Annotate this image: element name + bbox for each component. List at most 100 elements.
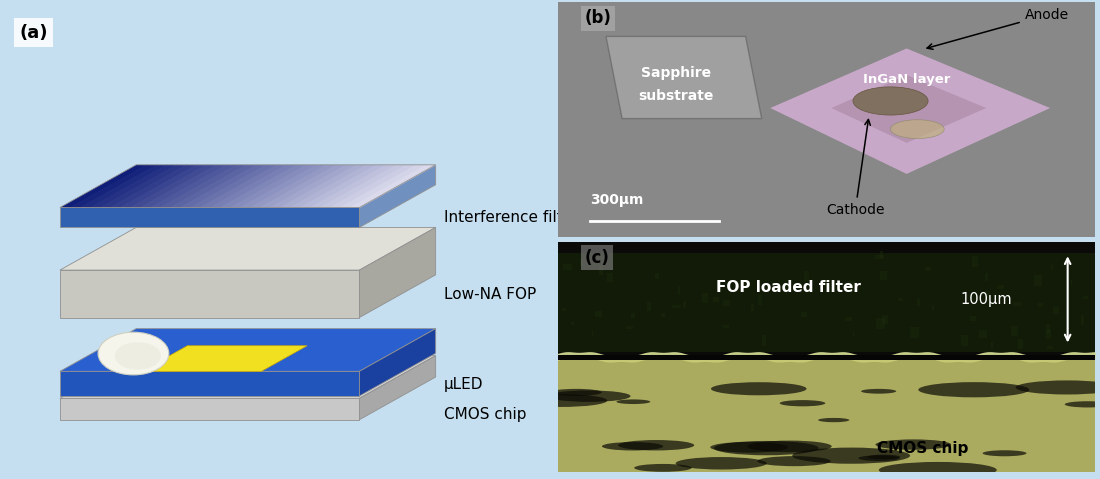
Ellipse shape (1015, 380, 1100, 395)
Ellipse shape (114, 342, 161, 370)
Polygon shape (59, 371, 360, 396)
Bar (874, 255, 883, 259)
Bar (880, 271, 888, 280)
Bar (1013, 302, 1021, 306)
Bar (1018, 339, 1023, 349)
Bar (558, 253, 1094, 352)
Bar (979, 330, 987, 338)
Bar (631, 313, 635, 318)
Ellipse shape (858, 456, 900, 461)
Polygon shape (59, 228, 436, 270)
Polygon shape (70, 165, 157, 207)
Bar (910, 327, 918, 338)
Bar (971, 256, 978, 267)
Bar (804, 271, 808, 281)
Ellipse shape (891, 120, 944, 138)
Polygon shape (769, 48, 1052, 174)
Ellipse shape (514, 394, 607, 407)
Polygon shape (360, 228, 436, 318)
Bar (876, 318, 884, 329)
Polygon shape (289, 165, 377, 207)
Polygon shape (299, 165, 387, 207)
Bar (598, 266, 603, 275)
Text: Anode: Anode (927, 8, 1069, 49)
Bar (713, 297, 719, 301)
Ellipse shape (711, 382, 806, 395)
Bar (1082, 296, 1088, 299)
Polygon shape (140, 165, 227, 207)
Text: CMOS chip: CMOS chip (877, 441, 968, 456)
Bar (882, 315, 888, 324)
Polygon shape (260, 165, 346, 207)
Polygon shape (309, 165, 397, 207)
Polygon shape (270, 165, 356, 207)
Polygon shape (59, 329, 436, 371)
Ellipse shape (876, 439, 952, 450)
Text: Interference filter: Interference filter (443, 210, 579, 226)
Bar (1070, 280, 1072, 285)
Text: 100μm: 100μm (960, 292, 1012, 307)
Bar (607, 274, 613, 282)
Ellipse shape (918, 382, 1030, 398)
Polygon shape (832, 75, 987, 143)
Polygon shape (330, 165, 417, 207)
Polygon shape (169, 165, 257, 207)
Text: 300μm: 300μm (590, 193, 644, 206)
Bar (627, 326, 632, 330)
Bar (986, 291, 990, 301)
Bar (916, 299, 920, 306)
Bar (751, 304, 754, 311)
Bar (1038, 303, 1043, 307)
Bar (724, 300, 730, 307)
Ellipse shape (602, 442, 663, 450)
Bar (762, 335, 766, 346)
Polygon shape (130, 165, 217, 207)
Polygon shape (80, 165, 167, 207)
Bar (561, 308, 566, 311)
Ellipse shape (618, 440, 694, 450)
Bar (654, 273, 659, 279)
Polygon shape (150, 165, 238, 207)
Bar (848, 281, 856, 292)
Bar (991, 342, 992, 348)
Ellipse shape (757, 456, 830, 466)
Ellipse shape (780, 400, 825, 406)
Ellipse shape (792, 447, 910, 464)
Bar (1081, 315, 1084, 325)
Bar (558, 354, 1094, 360)
Polygon shape (279, 165, 367, 207)
Polygon shape (606, 36, 761, 119)
Bar (563, 263, 572, 270)
Polygon shape (360, 356, 436, 420)
Ellipse shape (861, 389, 896, 394)
Bar (1034, 274, 1042, 285)
Polygon shape (350, 165, 437, 207)
Bar (1046, 346, 1053, 349)
Ellipse shape (879, 462, 997, 478)
Ellipse shape (547, 390, 630, 402)
Polygon shape (230, 165, 317, 207)
Ellipse shape (98, 332, 169, 375)
Bar (571, 322, 574, 325)
Ellipse shape (852, 87, 928, 115)
Polygon shape (59, 356, 436, 399)
Ellipse shape (714, 441, 818, 455)
Bar (1050, 265, 1053, 270)
Bar (672, 305, 681, 308)
Text: InGaN layer: InGaN layer (862, 73, 950, 86)
Bar (998, 285, 1004, 289)
Ellipse shape (868, 455, 900, 459)
Polygon shape (100, 165, 187, 207)
Bar (758, 295, 761, 305)
Bar (1046, 330, 1050, 339)
Polygon shape (90, 165, 177, 207)
Bar (661, 313, 666, 317)
Bar (683, 301, 686, 308)
Text: μLED: μLED (443, 376, 483, 392)
Polygon shape (59, 270, 360, 318)
Polygon shape (179, 165, 267, 207)
Bar (647, 302, 651, 311)
Bar (702, 293, 708, 303)
Ellipse shape (635, 464, 692, 472)
Bar (1053, 307, 1059, 314)
